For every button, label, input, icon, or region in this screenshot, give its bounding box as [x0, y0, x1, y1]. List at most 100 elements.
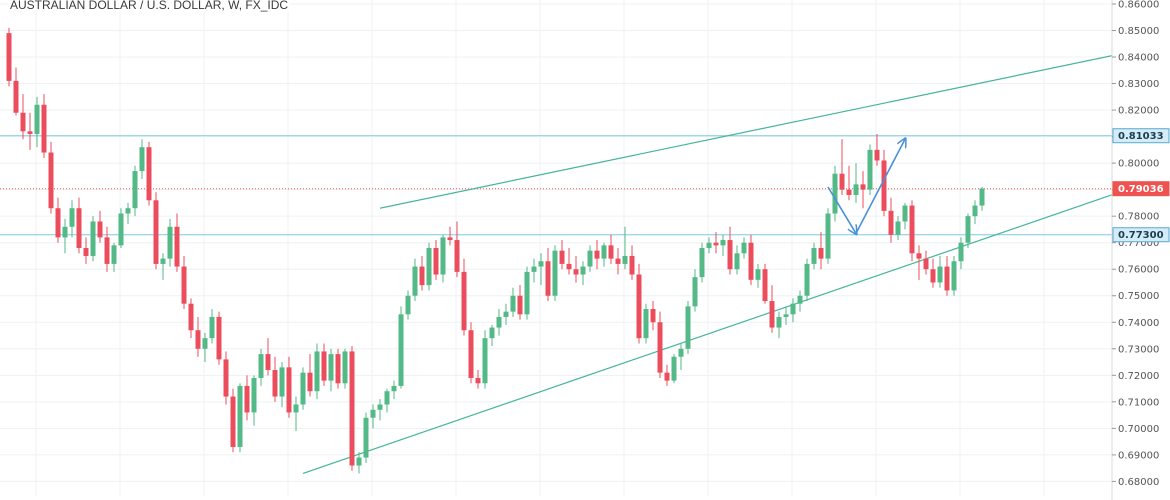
candle-body [881, 160, 887, 211]
candle [622, 226, 628, 270]
candle [755, 263, 761, 288]
candle-body [461, 271, 467, 331]
candle [125, 202, 131, 225]
candle [951, 255, 957, 296]
candle [657, 311, 663, 378]
candle-body [356, 457, 362, 466]
y-tick-label: 0.85000 [1118, 26, 1159, 37]
candle-body [139, 147, 145, 172]
candle [510, 287, 516, 317]
candle [741, 237, 747, 259]
candle [706, 237, 712, 254]
candle-body [6, 33, 12, 81]
candle-body [153, 200, 159, 264]
candle [594, 240, 600, 270]
candle [853, 163, 859, 203]
candle-body [888, 210, 894, 235]
level-badge [1112, 128, 1170, 144]
candle-body [48, 152, 54, 209]
candle-body [188, 303, 194, 331]
axis-background [1112, 0, 1170, 500]
candle [818, 232, 824, 270]
candle [867, 144, 873, 195]
candle-body [230, 396, 236, 447]
candle-body [524, 271, 530, 315]
candle-body [83, 248, 89, 256]
candle [475, 370, 481, 389]
candle [69, 200, 75, 238]
candle-body [391, 385, 397, 392]
candle-body [783, 314, 789, 317]
level-badge [1112, 181, 1170, 197]
candle [930, 258, 936, 288]
candle-body [965, 216, 971, 243]
candle [20, 94, 26, 140]
candle [748, 234, 754, 286]
symbol-title: AUSTRALIAN DOLLAR / U.S. DOLLAR, W, FX_I… [8, 0, 291, 12]
candle-body [20, 112, 26, 132]
candle [587, 245, 593, 272]
candle [846, 165, 852, 201]
y-tick-label: 0.80000 [1118, 159, 1159, 170]
candle [27, 112, 33, 150]
candle-body [559, 250, 565, 264]
candle [97, 210, 103, 243]
candle-body [972, 205, 978, 217]
candle-body [727, 240, 733, 270]
candle [489, 324, 495, 347]
candle [251, 375, 257, 426]
candle [195, 316, 201, 357]
candle [328, 348, 334, 392]
candle-body [419, 266, 425, 286]
candle [769, 285, 775, 333]
y-tick-label: 0.70000 [1118, 424, 1159, 435]
candle-body [650, 309, 656, 323]
candle [265, 338, 271, 376]
candle [692, 269, 698, 312]
candle [90, 216, 96, 262]
candle [384, 388, 390, 413]
candle [83, 237, 89, 264]
candle-body [377, 404, 383, 410]
y-tick-label: 0.82000 [1118, 106, 1159, 117]
candle [643, 303, 649, 344]
y-tick-label: 0.68000 [1118, 477, 1159, 488]
candle [440, 234, 446, 283]
candle [209, 309, 215, 344]
candle [181, 255, 187, 310]
candle [307, 354, 313, 397]
candle-body [874, 149, 880, 161]
candle-body [853, 184, 859, 195]
candle-body [692, 277, 698, 307]
candle [41, 94, 47, 158]
candle-body [363, 417, 369, 458]
candle-body [552, 250, 558, 296]
candle-body [748, 242, 754, 280]
candle [167, 218, 173, 267]
candle-body [251, 377, 257, 413]
candle [524, 266, 530, 320]
candle-body [923, 258, 929, 270]
candle [314, 343, 320, 400]
candle [678, 343, 684, 371]
candle [734, 245, 740, 275]
candle-body [839, 173, 845, 190]
candle-body [678, 348, 684, 357]
candle [216, 311, 222, 365]
candle [762, 263, 768, 304]
candle-body [342, 351, 348, 384]
candle-body [545, 261, 551, 296]
grid [0, 0, 1112, 496]
candle-body [76, 208, 82, 248]
candle [902, 202, 908, 230]
projection-arrows [827, 139, 905, 233]
y-tick-label: 0.86000 [1118, 0, 1159, 10]
level-badges: 0.81033 0.79036 0.77300 [1112, 128, 1170, 243]
candle [76, 197, 82, 254]
candle-body [622, 255, 628, 264]
price-axis[interactable]: 0.68000 0.69000 0.70000 0.71000 0.72000 0.730… [1111, 0, 1170, 500]
candle [552, 245, 558, 302]
candle-body [776, 316, 782, 328]
candle-body [699, 248, 705, 278]
